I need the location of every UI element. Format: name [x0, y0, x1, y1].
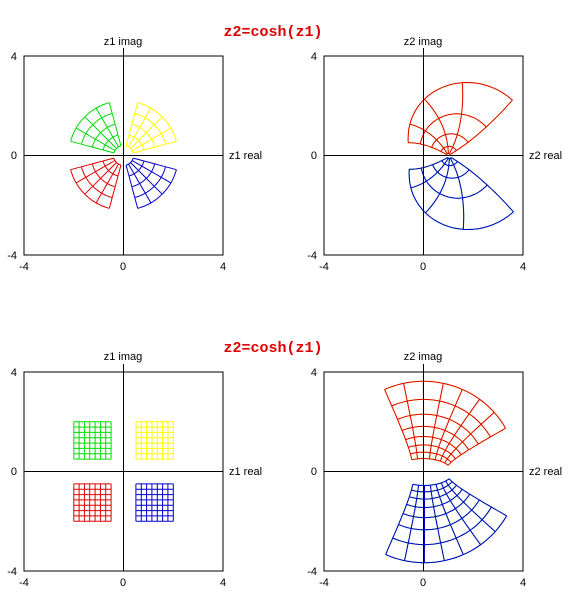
z2-mapped-grid-line [401, 425, 470, 451]
y-tick-label: -4 [7, 566, 17, 578]
y-tick-label: -4 [7, 250, 17, 262]
z2-mapped-grid-line [410, 451, 452, 463]
x-tick-label: 0 [420, 577, 426, 589]
z2-mapped-grid-line [385, 515, 508, 564]
z2-mapped-grid-line [412, 478, 450, 486]
z1-radial-line [84, 116, 117, 149]
z1-radial-line [128, 163, 152, 204]
x-tick-label: -4 [19, 261, 29, 273]
z2-mapped-grid-line [391, 398, 491, 438]
x-tick-label: 0 [120, 261, 126, 273]
z1-radial-line [132, 157, 177, 171]
y-tick-label: 0 [11, 150, 17, 162]
z2-mapped-grid-line [384, 380, 507, 429]
z1-radial-line [130, 162, 163, 195]
x-tick-label: 4 [520, 261, 526, 273]
z2-mapped-radial-line [448, 82, 464, 155]
y-axis-label: z1 imag [104, 351, 143, 363]
x-tick-label: 4 [220, 261, 226, 273]
z2-mapped-grid-line [409, 484, 457, 500]
x-tick-label: -4 [19, 577, 29, 589]
z1-radial-line [125, 102, 139, 147]
z2-mapped-grid-line [403, 383, 418, 459]
y-tick-label: 0 [311, 466, 317, 478]
y-tick-label: 4 [11, 367, 17, 379]
z1-radial-line [108, 102, 122, 147]
z1-radial-line [130, 116, 163, 149]
z2-mapped-radial-line [449, 99, 513, 155]
row2-right-panel: z2 imag z2 real 4 0 -4 -4 0 4 [307, 351, 562, 589]
y-axis-label: z2 imag [404, 36, 443, 48]
z2-mapped-radial-line [424, 98, 449, 154]
x-tick-label: 4 [220, 577, 226, 589]
z2-mapped-grid-line [429, 485, 445, 561]
y-tick-label: 4 [11, 51, 17, 63]
z1-radial-line [75, 127, 116, 151]
y-tick-label: 0 [11, 466, 17, 478]
z2-mapped-radial-line [449, 157, 465, 230]
x-tick-label: 0 [120, 577, 126, 589]
y-tick-label: 4 [311, 367, 317, 379]
z2-mapped-radial-line [425, 158, 450, 214]
row1-title: z2=cosh(z1) [223, 24, 322, 41]
z1-radial-line [131, 160, 172, 184]
x-axis-label: z2 real [529, 466, 562, 478]
z2-mapped-grid-line [392, 506, 492, 546]
z1-radial-line [125, 164, 139, 209]
z2-mapped-radial-line [450, 157, 514, 213]
z2-mapped-grid-line [440, 482, 481, 545]
z2-mapped-grid-line [428, 383, 444, 459]
z2-mapped-grid-line [398, 499, 480, 531]
z2-mapped-grid-line [448, 478, 507, 517]
z2-mapped-grid-line [411, 481, 453, 493]
y-tick-label: 0 [311, 150, 317, 162]
z1-radial-line [95, 107, 119, 148]
z2-mapped-radial-line [409, 123, 448, 155]
z2-mapped-grid-line [385, 484, 414, 555]
z2-mapped-radial-line [410, 157, 449, 189]
x-axis-label: z1 real [229, 466, 262, 478]
x-tick-label: -4 [319, 577, 329, 589]
x-axis-label: z2 real [529, 150, 562, 162]
z2-mapped-grid-line [445, 480, 496, 532]
z2-mapped-grid-line [444, 412, 495, 464]
z2-mapped-grid-line [397, 413, 479, 445]
z2-mapped-grid-line [435, 484, 464, 555]
z1-radial-line [128, 107, 152, 148]
z1-radial-line [132, 140, 177, 154]
z1-radial-line [84, 162, 117, 195]
y-axis-label: z2 imag [404, 351, 443, 363]
row2-left-panel: z1 imag z1 real 4 0 -4 -4 0 4 [7, 351, 262, 589]
z1-radial-line [70, 157, 115, 171]
x-axis-label: z1 real [229, 150, 262, 162]
y-tick-label: -4 [307, 566, 317, 578]
z1-radial-line [75, 160, 116, 184]
z2-mapped-radial-line [409, 157, 448, 170]
x-tick-label: 4 [520, 577, 526, 589]
y-tick-label: -4 [307, 250, 317, 262]
z1-radial-line [131, 127, 172, 151]
z2-mapped-grid-line [384, 389, 413, 460]
y-axis-label: z1 imag [104, 36, 143, 48]
z2-mapped-grid-line [402, 493, 471, 519]
z2-mapped-grid-line [439, 399, 480, 462]
z1-radial-line [70, 140, 115, 154]
z1-radial-line [108, 164, 122, 209]
row1-right-panel: z2 imag z2 real 4 0 -4 -4 0 4 [307, 36, 562, 273]
z2-mapped-grid-line [447, 427, 506, 466]
x-tick-label: -4 [319, 261, 329, 273]
z2-mapped-grid-line [404, 485, 419, 561]
z2-mapped-radial-line [408, 142, 447, 155]
y-tick-label: 4 [311, 51, 317, 63]
x-tick-label: 0 [420, 261, 426, 273]
z2-mapped-grid-line [406, 489, 463, 508]
z2-mapped-grid-line [405, 436, 462, 455]
row2-title: z2=cosh(z1) [223, 340, 322, 357]
z1-radial-line [95, 163, 119, 204]
z2-mapped-grid-line [411, 458, 449, 466]
row1-left-panel: z1 imag z1 real 4 0 -4 -4 0 4 [7, 36, 262, 273]
z2-mapped-grid-line [434, 389, 463, 460]
z2-mapped-grid-line [408, 444, 456, 460]
